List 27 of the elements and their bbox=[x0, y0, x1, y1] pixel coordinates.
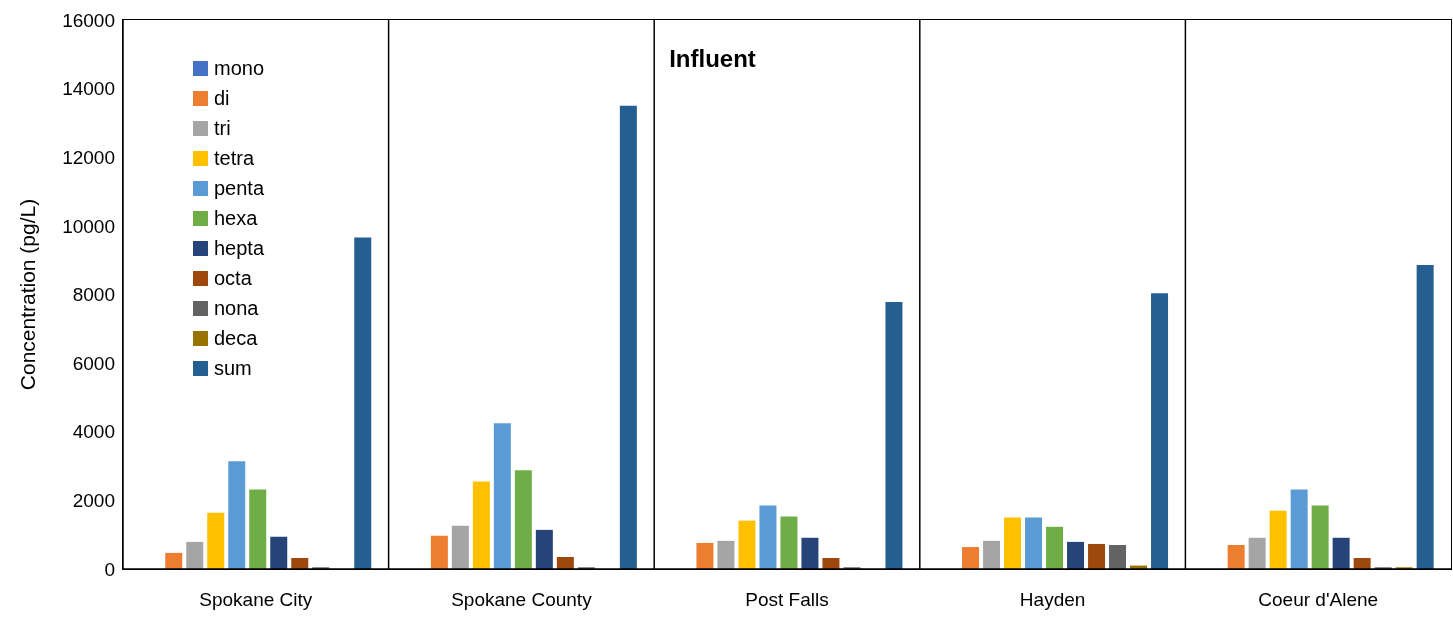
y-axis-title: Concentration (pg/L) bbox=[16, 198, 40, 391]
y-tick-label: 16000 bbox=[62, 9, 115, 31]
legend-label: deca bbox=[214, 326, 258, 351]
y-tick-label: 14000 bbox=[62, 78, 115, 100]
legend-label: tri bbox=[214, 116, 231, 141]
x-tick-label: Coeur d'Alene bbox=[1258, 589, 1379, 611]
y-tick-label: 4000 bbox=[72, 421, 115, 443]
x-tick-label: Spokane County bbox=[451, 589, 593, 611]
x-tick-label: Hayden bbox=[1019, 589, 1086, 611]
legend-label: hexa bbox=[214, 206, 258, 231]
legend-label: di bbox=[214, 86, 230, 111]
y-tick-label: 12000 bbox=[62, 146, 115, 168]
x-tick-label: Spokane City bbox=[199, 589, 313, 611]
y-tick-label: 2000 bbox=[72, 490, 115, 512]
legend-label: sum bbox=[214, 356, 252, 381]
y-tick-label: 6000 bbox=[72, 352, 115, 374]
y-tick-label: 0 bbox=[104, 558, 115, 580]
text: Influent bbox=[669, 45, 756, 73]
legend-label: tetra bbox=[214, 146, 255, 171]
y-tick-label: 8000 bbox=[72, 284, 115, 306]
legend-label: nona bbox=[214, 296, 259, 321]
legend-label: octa bbox=[214, 266, 252, 291]
x-tick-label: Post Falls bbox=[745, 589, 829, 611]
legend-label: mono bbox=[214, 56, 265, 81]
legend-label: hepta bbox=[214, 236, 265, 261]
y-tick-label: 10000 bbox=[62, 215, 115, 237]
legend-label: penta bbox=[214, 176, 265, 201]
